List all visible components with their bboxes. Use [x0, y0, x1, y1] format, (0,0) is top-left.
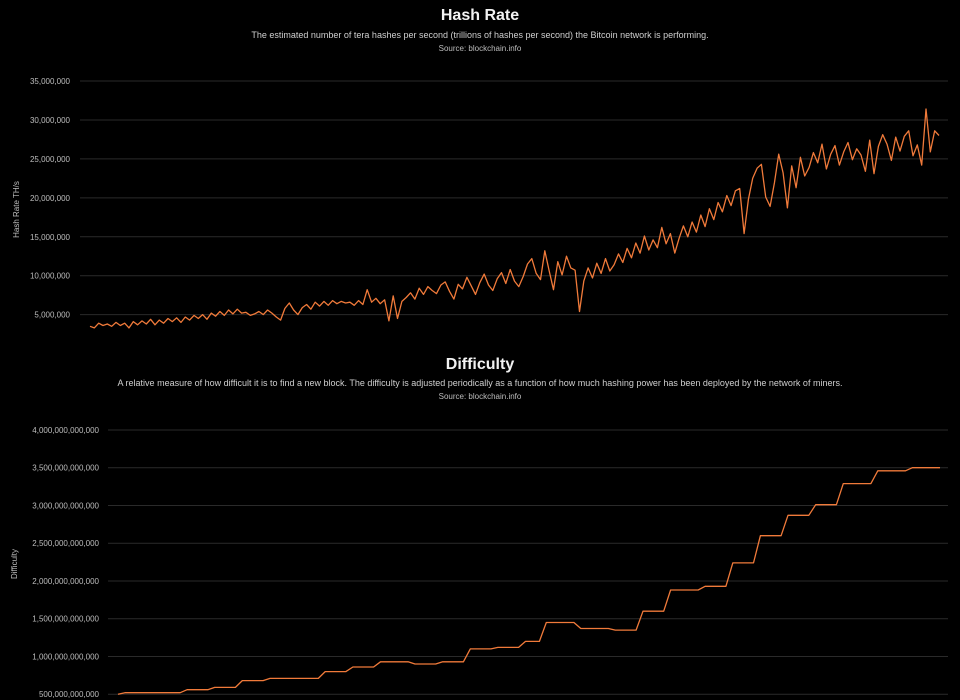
- hash-rate-title: Hash Rate: [440, 7, 520, 24]
- y-tick-label: 20,000,000: [30, 194, 71, 203]
- hash-rate-subtitle: The estimated number of tera hashes per …: [251, 30, 709, 40]
- hash-rate-chart: 5,000,000 10,000,000 15,000,000 20,000,000 2…: [12, 77, 948, 329]
- y-tick-label: 1,000,000,000,000: [32, 652, 99, 661]
- y-tick-label: 4,000,000,000,000: [32, 426, 99, 435]
- y-tick-label: 15,000,000: [30, 233, 71, 242]
- hash-rate-source: Source: blockchain.info: [438, 44, 522, 53]
- y-axis-label: Hash Rate TH/s: [12, 181, 21, 238]
- y-tick-label: 2,000,000,000,000: [32, 577, 99, 586]
- series-line: [89, 108, 940, 329]
- y-tick-label: 10,000,000: [30, 272, 71, 281]
- y-tick-label: 30,000,000: [30, 116, 71, 125]
- y-tick-label: 3,500,000,000,000: [32, 464, 99, 473]
- y-axis-label: Difficulty: [10, 549, 19, 579]
- y-tick-label: 5,000,000: [34, 311, 70, 320]
- series-line: [117, 467, 940, 695]
- y-tick-label: 1,500,000,000,000: [32, 615, 99, 624]
- difficulty-source: Source: blockchain.info: [438, 392, 522, 401]
- difficulty-subtitle: A relative measure of how difficult it i…: [117, 378, 843, 388]
- y-tick-label: 3,000,000,000,000: [32, 501, 99, 510]
- y-tick-label: 500,000,000,000: [39, 690, 100, 699]
- difficulty-title: Difficulty: [445, 356, 515, 373]
- difficulty-chart: 500,000,000,000 1,000,000,000,000 1,500,00…: [10, 426, 948, 699]
- y-tick-label: 25,000,000: [30, 155, 71, 164]
- y-tick-label: 2,500,000,000,000: [32, 539, 99, 548]
- y-tick-label: 35,000,000: [30, 77, 71, 86]
